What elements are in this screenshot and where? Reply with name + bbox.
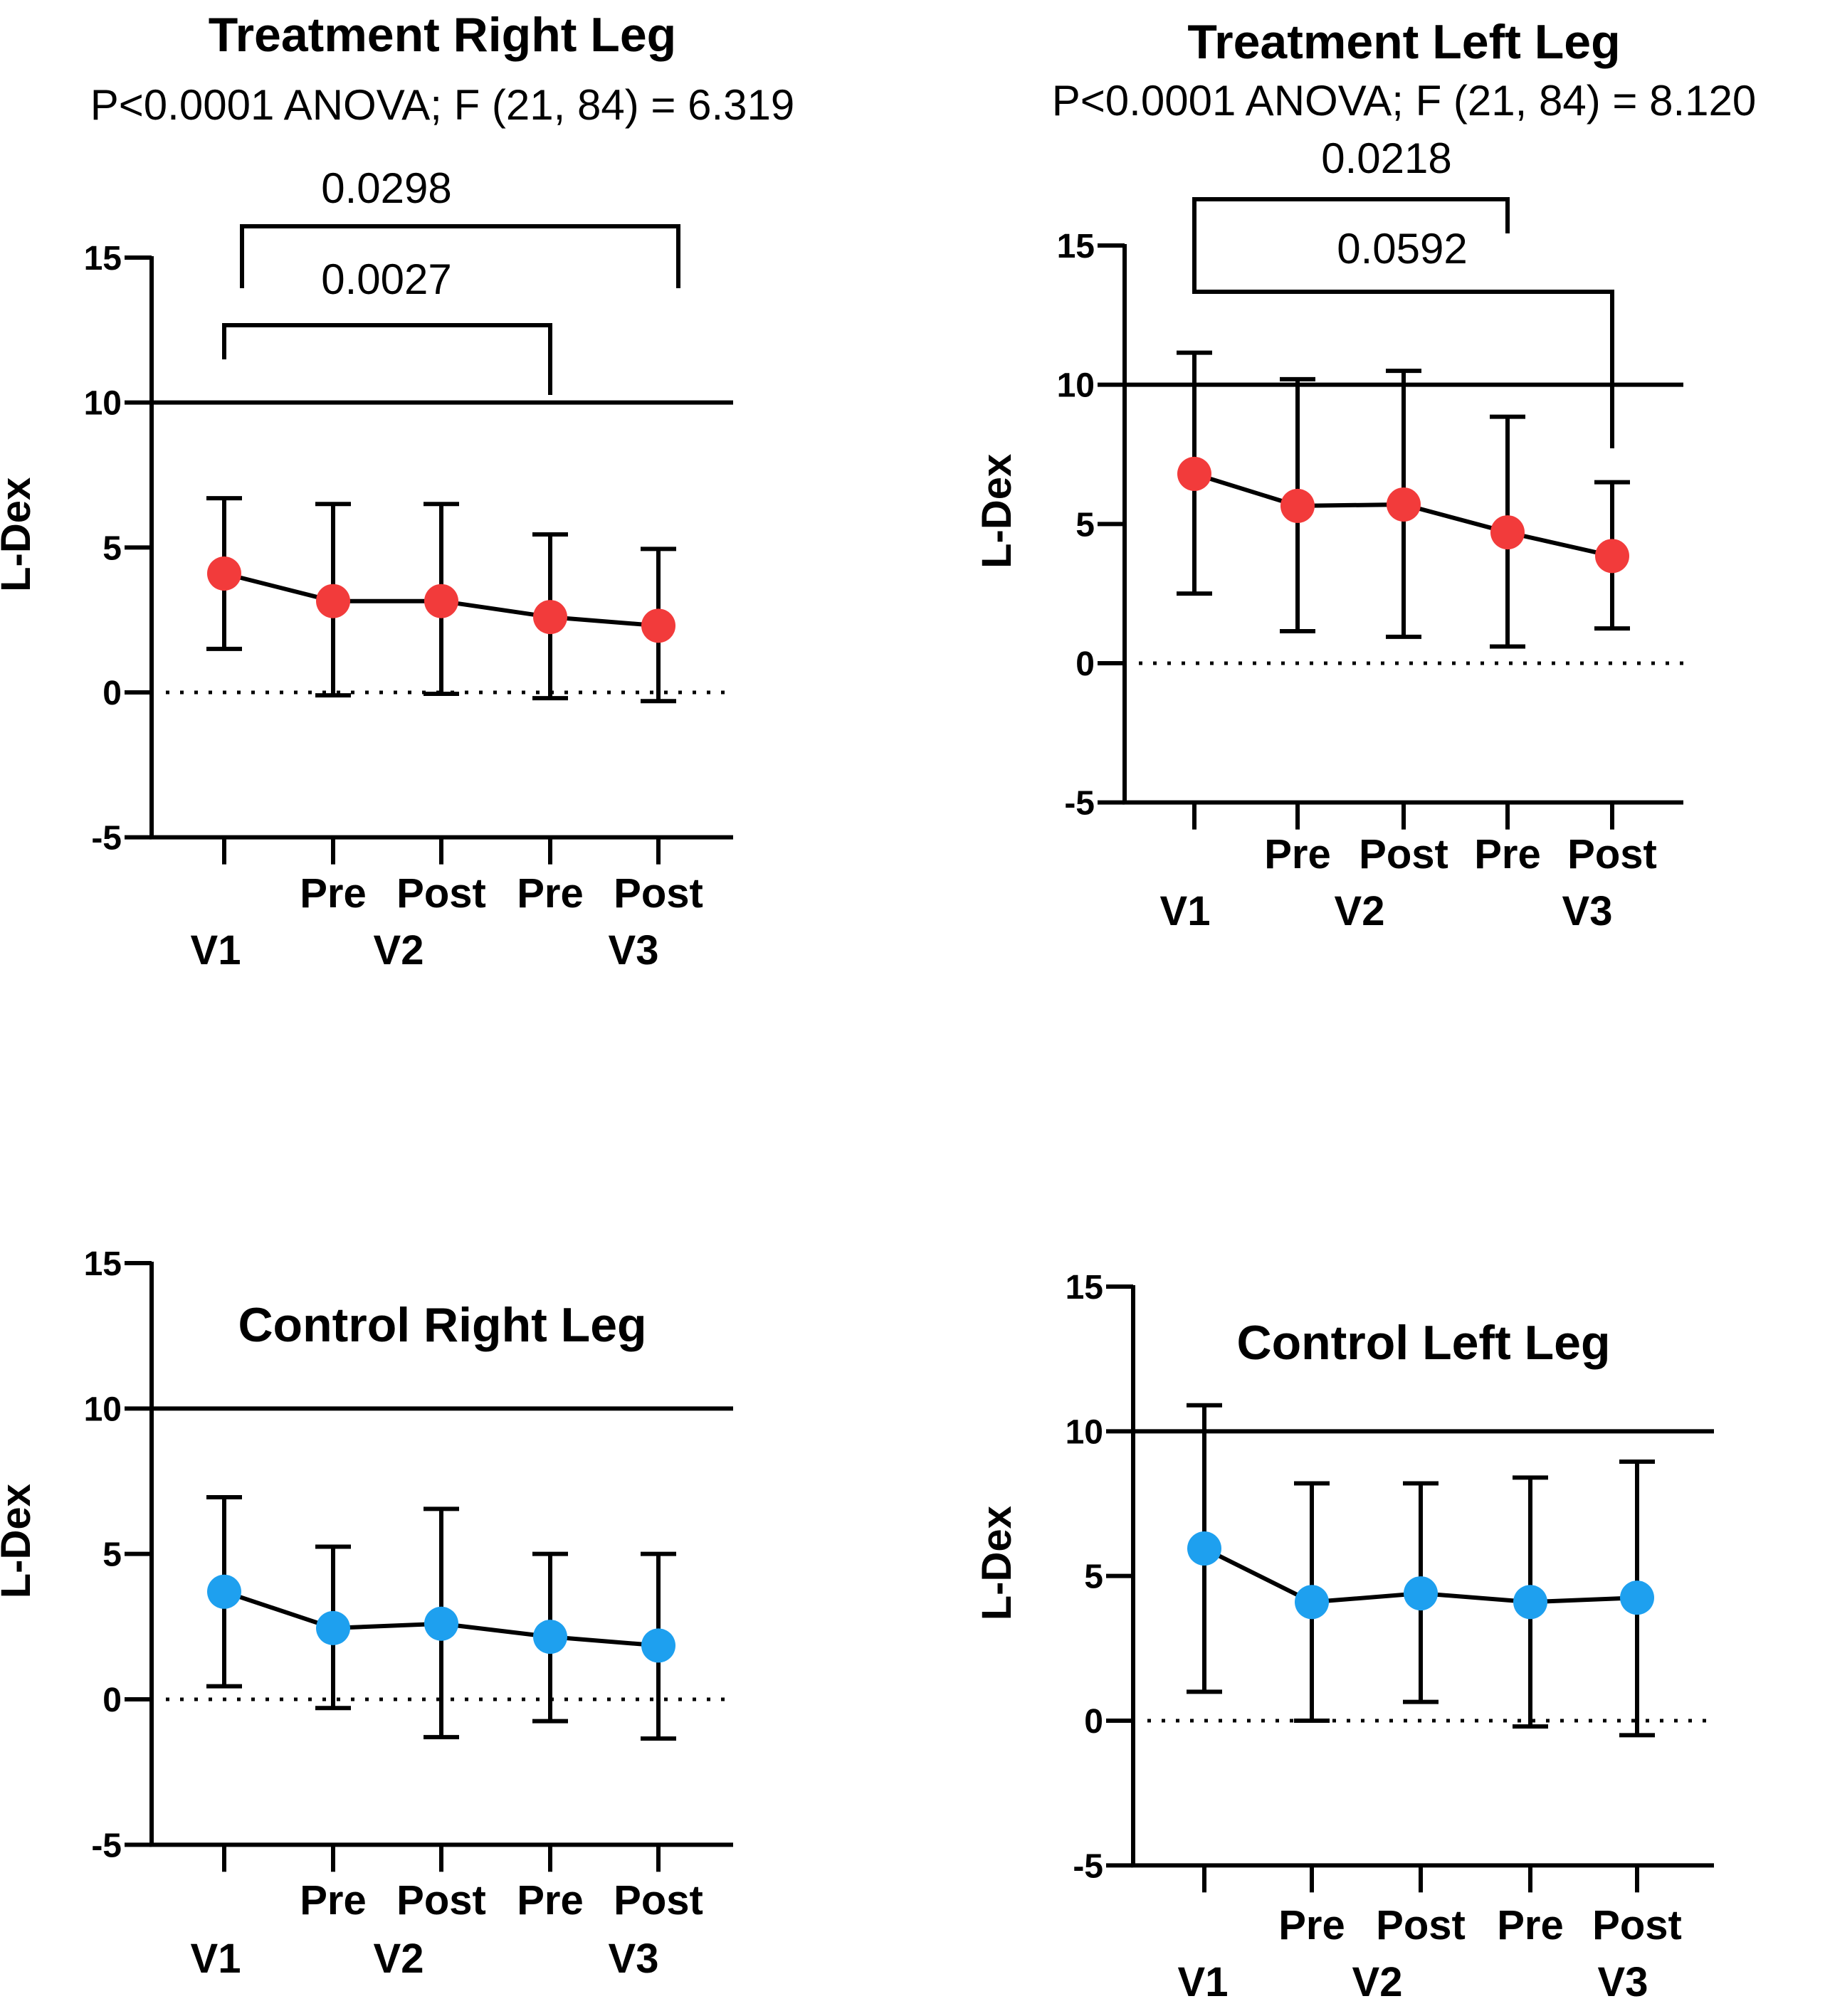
x-tick-label: Pre xyxy=(517,870,584,917)
y-tick-label: 5 xyxy=(1084,1558,1103,1596)
significance-bracket xyxy=(222,323,552,395)
x-tick-label: Post xyxy=(614,870,703,917)
y-tick-label: 5 xyxy=(102,529,122,567)
y-tick-label: -5 xyxy=(1064,785,1095,823)
x-tick-label: Post xyxy=(614,1877,703,1923)
data-point xyxy=(641,608,675,643)
y-tick-label: 5 xyxy=(1075,506,1095,544)
visit-label: V1 xyxy=(191,1936,241,1982)
visit-label: V1 xyxy=(1160,888,1211,934)
p-value-label: 0.0218 xyxy=(1321,134,1452,182)
chart-panel-2: Treatment Left Leg P<0.0001 ANOVA; F (21,… xyxy=(974,15,1756,934)
data-point xyxy=(1387,487,1421,522)
data-point xyxy=(1187,1531,1221,1566)
visit-label: V2 xyxy=(1335,888,1385,934)
chart-panel-1: Treatment Right Leg P<0.0001 ANOVA; F (21… xyxy=(0,8,794,973)
y-tick-label: -5 xyxy=(1073,1847,1103,1885)
y-tick-label: 0 xyxy=(1084,1703,1103,1741)
y-tick-label: -5 xyxy=(91,1827,122,1864)
y-axis-label: L-Dex xyxy=(974,454,1020,569)
x-tick-label: Post xyxy=(1567,831,1657,877)
data-point xyxy=(1513,1585,1547,1620)
y-axis-label: L-Dex xyxy=(0,477,39,592)
data-point xyxy=(641,1628,675,1663)
visit-label: V2 xyxy=(1352,1959,1403,2005)
data-point xyxy=(207,556,241,591)
data-point xyxy=(1620,1580,1654,1615)
visit-label: V3 xyxy=(609,927,659,973)
y-tick-label: 10 xyxy=(84,385,122,423)
visit-label: V2 xyxy=(374,927,424,973)
p-value-label: 0.0027 xyxy=(321,255,452,303)
significance-bracket xyxy=(240,224,680,288)
chart-panel-3: Control Right Leg 15 10 5 0 -5 L-Dex Pre Post Pre… xyxy=(0,1245,733,1982)
significance-bracket xyxy=(1192,197,1510,285)
x-tick-label: Post xyxy=(1376,1902,1466,1948)
chart-panel-4: Control Left Leg 15 10 5 0 -5 L-Dex Pre Post Pre P… xyxy=(974,1269,1714,2005)
y-tick-label: 10 xyxy=(1057,367,1095,405)
data-point xyxy=(533,600,567,635)
significance-bracket xyxy=(1192,285,1614,448)
y-tick-label: 0 xyxy=(102,1682,122,1719)
y-tick-label: 15 xyxy=(84,240,122,278)
data-point xyxy=(1280,488,1315,523)
y-tick-label: 10 xyxy=(1066,1413,1103,1451)
data-point xyxy=(316,584,350,618)
y-tick-label: -5 xyxy=(91,820,122,857)
p-value-label: 0.0592 xyxy=(1337,225,1468,273)
y-axis-label: L-Dex xyxy=(0,1484,39,1598)
y-tick-label: 15 xyxy=(84,1245,122,1283)
visit-label: V3 xyxy=(609,1936,659,1982)
data-point xyxy=(1404,1576,1438,1611)
chart-title: Control Left Leg xyxy=(1236,1316,1610,1370)
x-tick-label: Pre xyxy=(1497,1902,1564,1948)
data-point xyxy=(533,1620,567,1655)
x-tick-label: Pre xyxy=(1278,1902,1345,1948)
x-tick-label: Pre xyxy=(300,870,367,917)
y-tick-label: 15 xyxy=(1057,228,1095,265)
chart-subtitle: P<0.0001 ANOVA; F (21, 84) = 8.120 xyxy=(1052,77,1757,125)
x-tick-label: Post xyxy=(1359,831,1448,877)
chart-title: Treatment Right Leg xyxy=(209,8,676,62)
visit-label: V3 xyxy=(1562,888,1613,934)
chart-subtitle: P<0.0001 ANOVA; F (21, 84) = 6.319 xyxy=(90,81,795,129)
y-tick-label: 0 xyxy=(102,675,122,712)
x-tick-label: Pre xyxy=(1474,831,1541,877)
x-tick-label: Pre xyxy=(517,1877,584,1923)
visit-label: V1 xyxy=(1178,1959,1229,2005)
data-point xyxy=(1295,1585,1329,1620)
x-tick-label: Pre xyxy=(1264,831,1331,877)
x-tick-label: Post xyxy=(396,1877,486,1923)
data-point xyxy=(1490,515,1525,550)
data-point xyxy=(424,584,458,618)
y-axis-label: L-Dex xyxy=(974,1506,1020,1620)
data-point xyxy=(1177,456,1211,491)
chart-title: Treatment Left Leg xyxy=(1187,15,1620,69)
x-tick-label: Post xyxy=(396,870,486,917)
data-point xyxy=(424,1606,458,1641)
x-tick-label: Post xyxy=(1592,1902,1682,1948)
y-tick-label: 15 xyxy=(1066,1269,1103,1307)
y-tick-label: 10 xyxy=(84,1390,122,1428)
visit-label: V2 xyxy=(374,1936,424,1982)
y-tick-label: 0 xyxy=(1075,645,1095,683)
data-point xyxy=(316,1610,350,1645)
p-value-label: 0.0298 xyxy=(321,164,452,212)
visit-label: V3 xyxy=(1598,1959,1648,2005)
visit-label: V1 xyxy=(191,927,241,973)
data-point xyxy=(1595,539,1629,574)
data-point xyxy=(207,1574,241,1609)
chart-title: Control Right Leg xyxy=(238,1298,646,1352)
x-tick-label: Pre xyxy=(300,1877,367,1923)
y-tick-label: 5 xyxy=(102,1536,122,1574)
